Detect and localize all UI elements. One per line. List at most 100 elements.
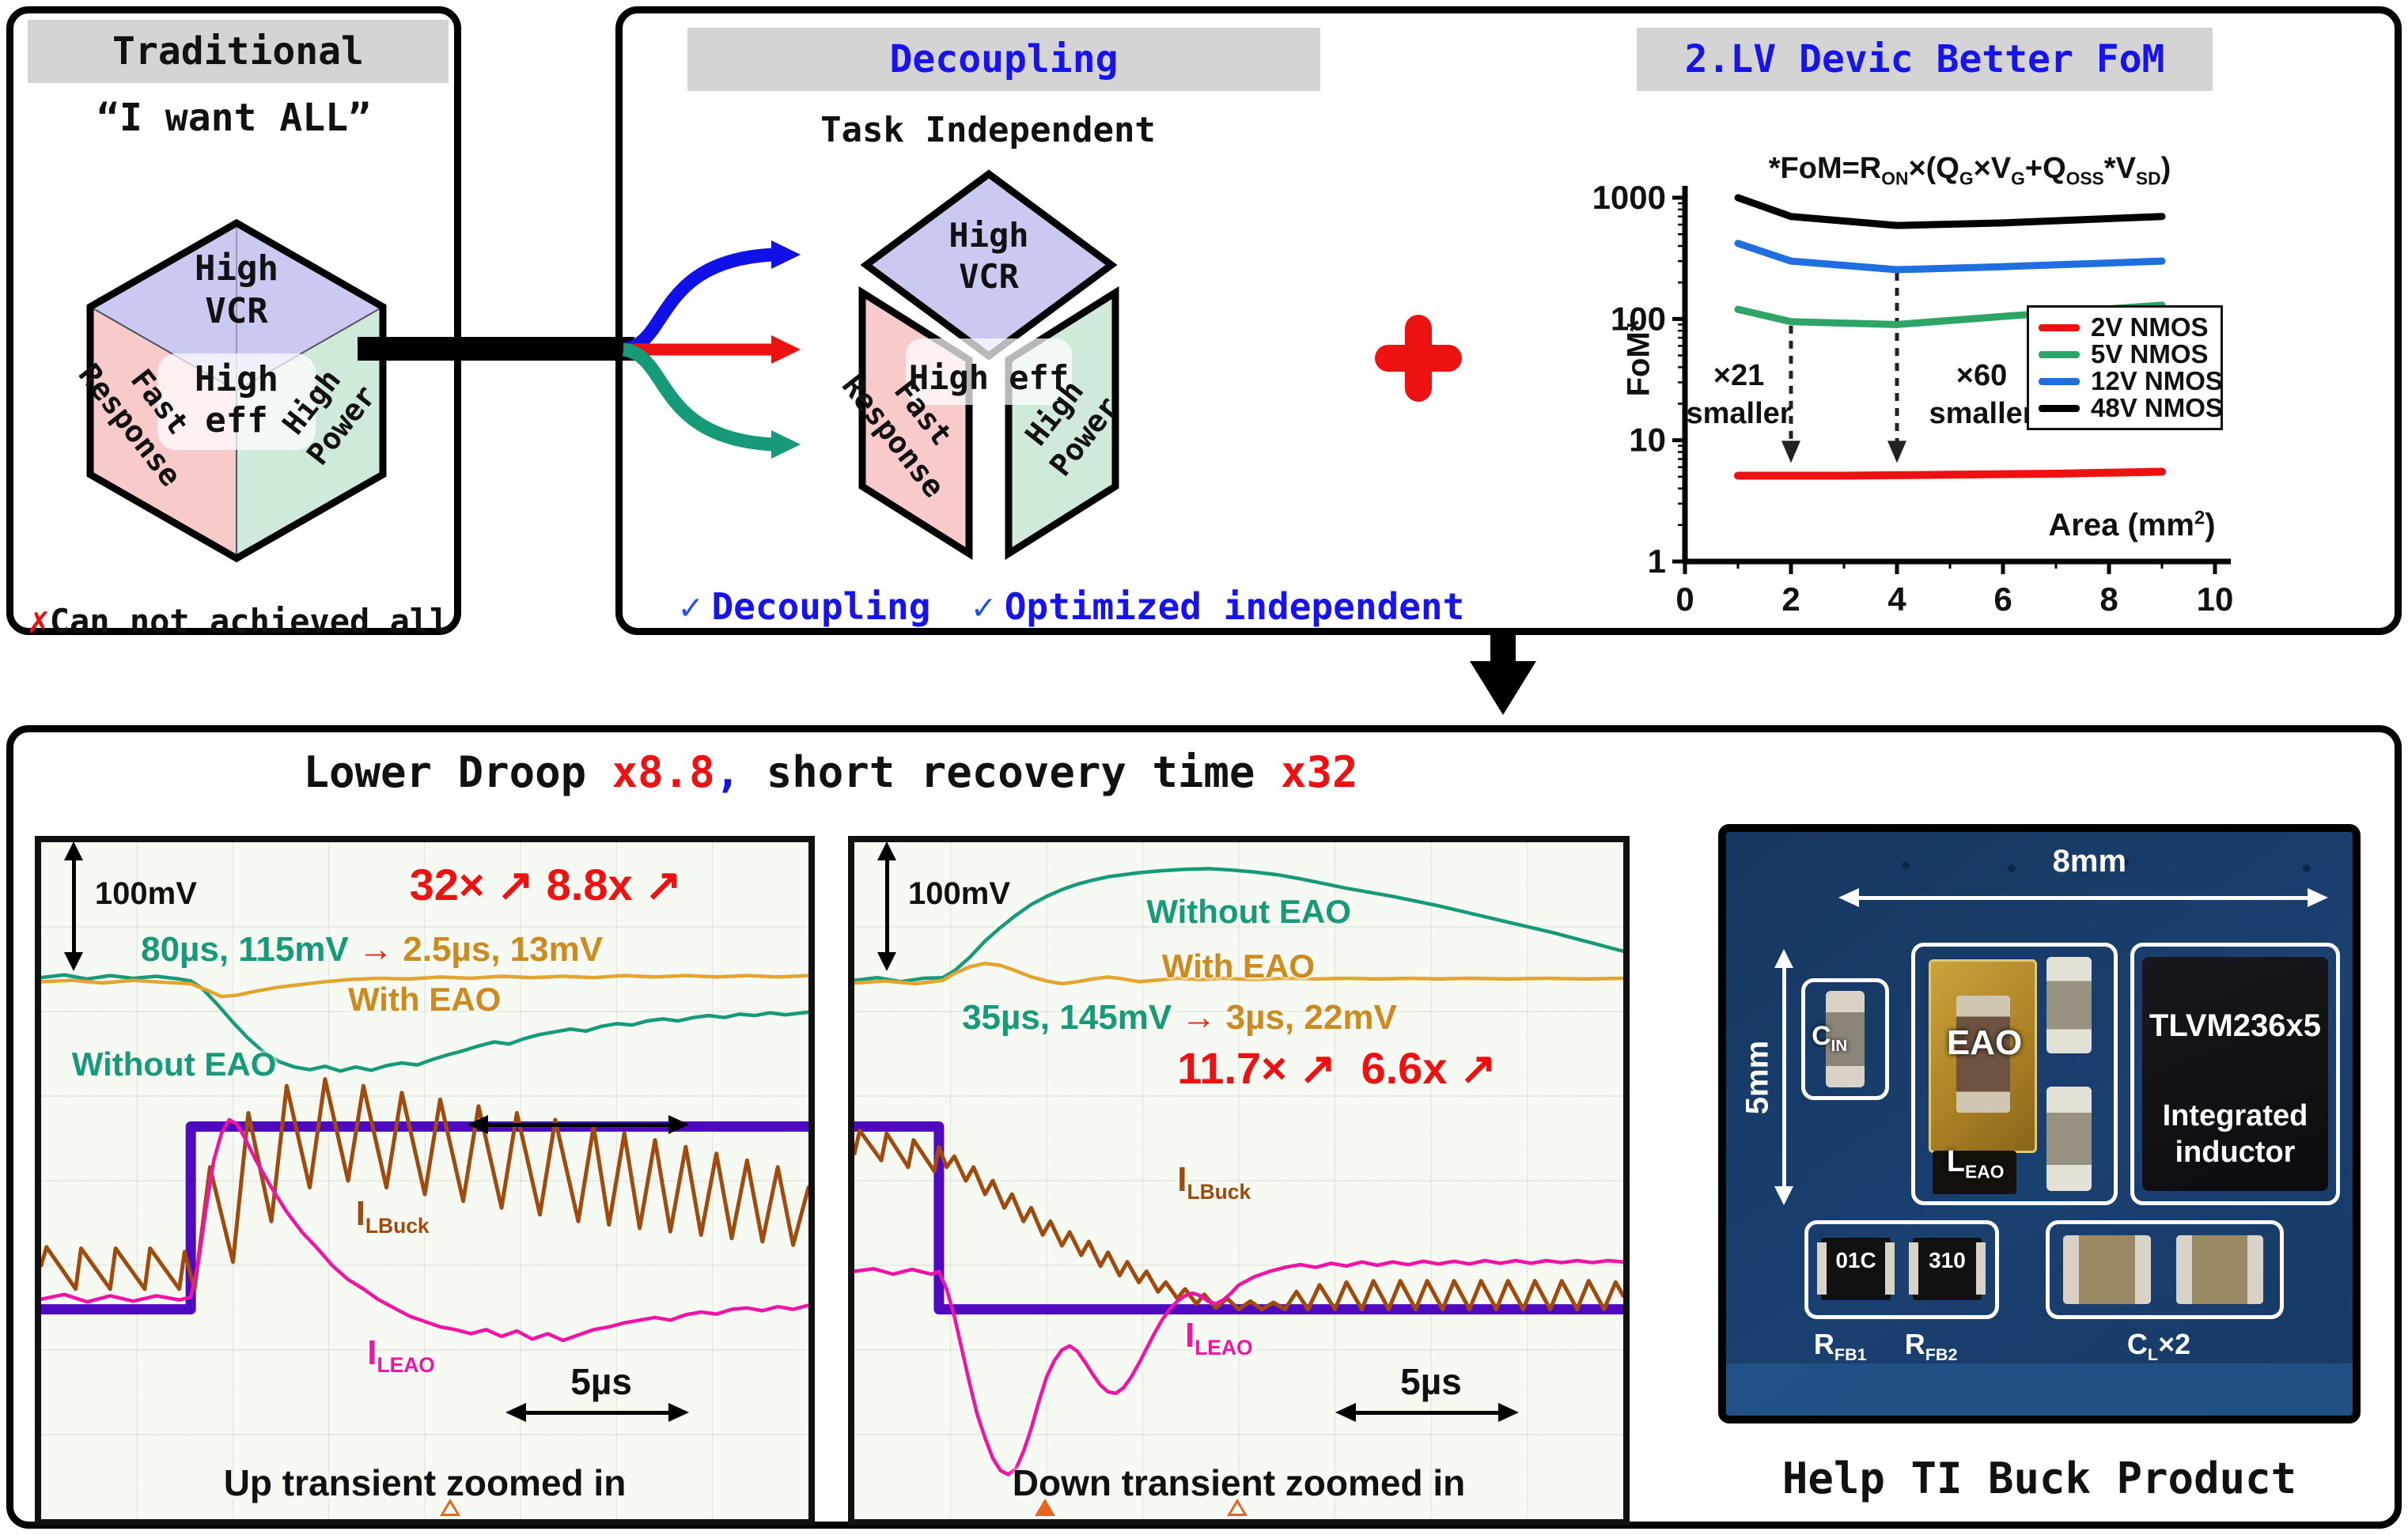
panel-traditional: Traditional “I want ALL” High VCR High e…	[6, 6, 461, 641]
pcb-width-label: 8mm	[2052, 843, 2127, 879]
scope-up-scale: 100mV	[94, 875, 197, 911]
pcb-via	[1901, 860, 1910, 869]
rfb2-label: RFB2	[1904, 1328, 1958, 1365]
cl-outline	[2045, 1219, 2284, 1320]
trigger-marker-icon	[440, 1499, 461, 1516]
timescale-arrow-icon	[1335, 1403, 1520, 1423]
cl-capacitor	[2063, 1234, 2151, 1305]
cube-label-high2: High	[195, 359, 278, 399]
plus-icon	[1375, 315, 1462, 402]
trigger-marker-icon	[1035, 1499, 1056, 1516]
scope-down-without-eao-label: Without EAO	[1146, 893, 1351, 931]
cin-outline: CIN	[1801, 977, 1889, 1101]
svg-text:10: 10	[1629, 422, 1666, 459]
decoupling-checks: ✓ Decoupling ✓ Optimized independent	[680, 585, 1668, 628]
scope-down-scale: 100mV	[908, 875, 1011, 911]
rfb1-code: 01C	[1835, 1247, 1876, 1272]
eao-outline: EAO LEAO	[1910, 943, 2118, 1206]
legend-swatch	[2039, 350, 2080, 358]
voltage-scale-arrow-icon	[63, 841, 83, 972]
pcb-width-arrow-icon	[1838, 888, 2328, 908]
check-icon: ✓	[972, 585, 994, 628]
tlvm-outline: TLVM236x5 Integrated inductor	[2130, 943, 2341, 1206]
legend-item: 2V NMOS	[2039, 312, 2211, 342]
pcb-via	[2120, 858, 2129, 867]
eao-side-capacitor	[2046, 1087, 2092, 1192]
scope-up-traces	[41, 842, 808, 1519]
cube-label-eff: eff	[205, 400, 267, 440]
scope-up-title: Up transient zoomed in	[223, 1462, 627, 1504]
leao-inductor	[1933, 1150, 2016, 1194]
traditional-note: ✗Can not achieved all	[28, 599, 455, 641]
pcb-caption: Help TI Buck Product	[1781, 1454, 2297, 1503]
cube-label-high1: High	[195, 248, 278, 289]
legend-item: 5V NMOS	[2039, 339, 2211, 369]
cube-label-vcr: VCR	[205, 291, 268, 331]
blue-arrow	[622, 248, 774, 357]
rfb1-label: RFB1	[1813, 1328, 1867, 1365]
scope-up-ileao-label: ILEAO	[367, 1333, 435, 1377]
traditional-cube: High VCR High eff Fast Response High Pow…	[72, 218, 387, 563]
legend-label: 12V NMOS	[2091, 366, 2223, 395]
leao-label: LEAO	[1946, 1145, 2005, 1183]
decoupled-cube: High VCR High eff Fast Response High Pow…	[835, 169, 1126, 561]
pcb-photo: 8mm 5mm CIN EAO LEAO TLVM236x5 Integrate…	[1718, 824, 2361, 1423]
decoupling-header-label: Decoupling	[889, 37, 1119, 81]
decoupling-header-bar: Decoupling	[687, 28, 1320, 91]
check-icon: ✓	[680, 585, 702, 628]
scope-up-with-eao-label: With EAO	[348, 981, 502, 1019]
fom-header-bar: 2.LV Devic Better FoM	[1637, 28, 2213, 91]
blue-arrowhead-icon	[771, 240, 801, 269]
scope-down-transient: 100mV Without EAO With EAO 35µs, 145mV →…	[848, 836, 1630, 1526]
cin-capacitor	[1826, 991, 1865, 1087]
svg-text:4: 4	[1887, 580, 1906, 618]
legend-item: 12V NMOS	[2039, 366, 2223, 395]
scope-down-title: Down transient zoomed in	[1012, 1462, 1466, 1504]
scope-up-transient: 100mV 32× ↗ 8.8x ↗ 80µs, 115mV → 2.5µs, …	[35, 836, 815, 1526]
traditional-quote: “I want ALL”	[97, 96, 371, 140]
decoupled-label-high-eff: High eff	[909, 358, 1069, 397]
check-optimized-label: Optimized independent	[1004, 585, 1465, 628]
svg-text:10: 10	[2197, 580, 2234, 618]
cube-outline	[86, 218, 387, 563]
tlvm-line2: Integrated	[2162, 1099, 2308, 1133]
scope-down-conversion: 35µs, 145mV → 3µs, 22mV	[962, 997, 1397, 1037]
fom-xlabel: Area (mm2)	[2048, 507, 2216, 543]
fom-annotation-60: ×60 smaller	[1929, 359, 2035, 430]
svg-text:6: 6	[1993, 580, 2012, 618]
fom-chart: 1 10 100 1000 0 2 4 6 8 10	[1592, 179, 2234, 618]
cin-label: CIN	[1812, 1020, 1848, 1055]
pcb-height-arrow-icon	[1774, 948, 1794, 1206]
cl-label: CL×2	[2126, 1328, 2191, 1365]
connector-bar	[358, 337, 634, 361]
svg-text:8: 8	[2099, 580, 2118, 618]
scope-down-with-eao-label: With EAO	[1161, 947, 1316, 985]
tlvm-chip	[2142, 957, 2328, 1192]
traditional-note-text: Can not achieved all	[49, 602, 450, 641]
decoupled-label-high: High	[948, 216, 1028, 255]
tlvm-line3: inductor	[2175, 1135, 2296, 1169]
scope-down-ileao-label: ILEAO	[1184, 1316, 1253, 1359]
green-arrowhead-icon	[771, 430, 801, 459]
scope-up-gain: 32× ↗ 8.8x ↗	[409, 860, 683, 910]
trigger-marker-icon	[1227, 1499, 1248, 1516]
decoupled-label-vcr: VCR	[959, 257, 1020, 296]
pcb-height-label: 5mm	[1740, 1040, 1775, 1115]
cross-icon: ✗	[28, 599, 50, 641]
red-arrowhead-icon	[771, 335, 801, 364]
eao-inner-cap	[1956, 996, 2010, 1113]
legend-swatch	[2039, 404, 2080, 412]
legend-label: 48V NMOS	[2091, 393, 2223, 422]
rfb2-resistor: 310	[1908, 1238, 1986, 1300]
split-arrows	[622, 240, 801, 459]
svg-text:1: 1	[1648, 543, 1666, 580]
task-independent-label: Task Independent	[820, 110, 1156, 150]
timescale-arrow-icon	[505, 1403, 690, 1423]
scope-down-gain: 11.7× ↗ 6.6x ↗	[1177, 1042, 1497, 1093]
recovery-measure-arrow-icon	[467, 1115, 690, 1135]
fom-annotation-21: ×21 smaller	[1686, 359, 1792, 430]
fom-formula: *FoM=RON×(QG×VG+QOSS*VSD)	[1768, 152, 2171, 189]
eao-label: EAO	[1946, 1023, 2023, 1062]
cl-capacitor	[2175, 1234, 2264, 1305]
eao-side-capacitor	[2046, 957, 2092, 1054]
